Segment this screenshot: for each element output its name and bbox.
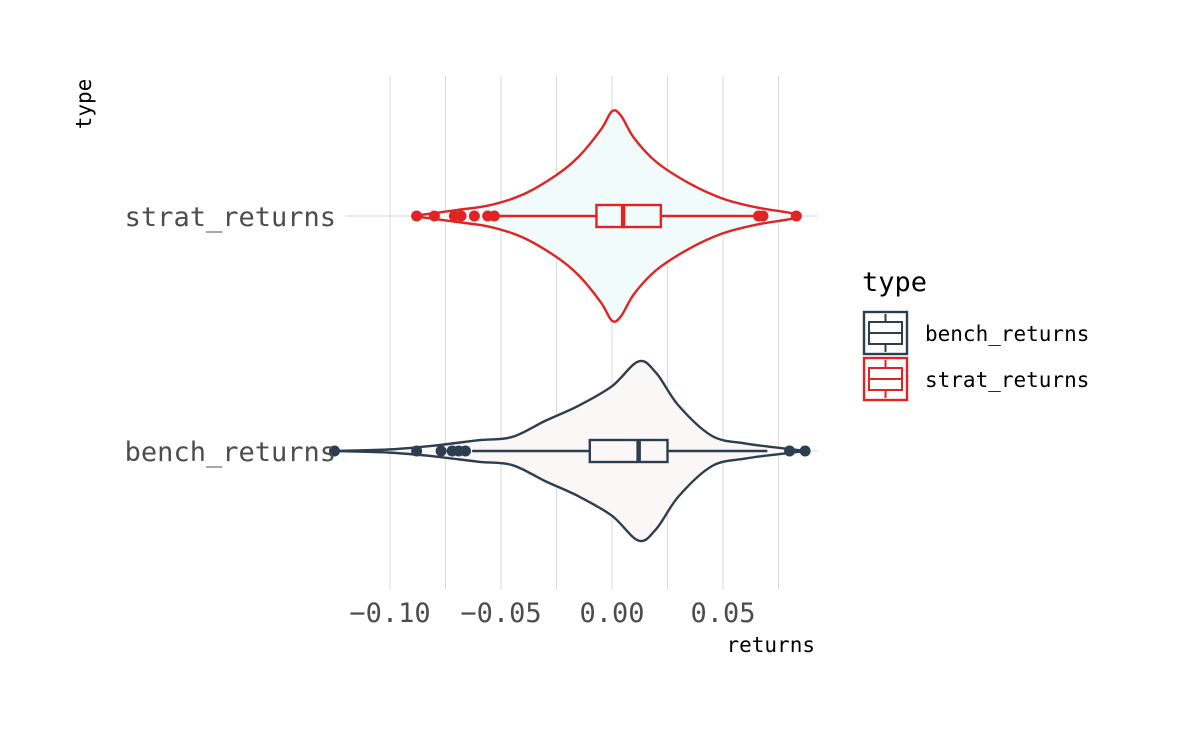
x-tick-label: −0.05 xyxy=(460,598,541,629)
legend-key-frame xyxy=(862,310,909,356)
legend-key-frame xyxy=(862,356,909,402)
y-category-label: bench_returns xyxy=(125,437,336,468)
plot-layer xyxy=(329,109,811,543)
outlier-point xyxy=(799,445,811,457)
outlier-point xyxy=(468,210,480,222)
outlier-point xyxy=(435,445,447,457)
y-axis-title: type xyxy=(72,79,96,130)
x-tick-label: 0.00 xyxy=(579,598,644,629)
box-iqr xyxy=(595,203,663,229)
outlier-point xyxy=(459,445,471,457)
x-axis-title: returns xyxy=(726,633,815,657)
violin-group-strat_returns xyxy=(411,109,802,323)
legend: type bench_returns strat_returns xyxy=(862,267,1089,402)
outlier-point xyxy=(790,210,802,222)
outlier-point xyxy=(784,445,796,457)
outlier-point xyxy=(757,210,769,222)
violin-group-bench_returns xyxy=(329,359,811,543)
legend-title: type xyxy=(862,267,927,298)
outlier-point xyxy=(329,445,340,457)
outlier-point xyxy=(411,210,423,222)
outlier-point xyxy=(488,210,500,222)
legend-item-strat_returns: strat_returns xyxy=(862,356,1089,402)
legend-label: strat_returns xyxy=(925,368,1089,392)
outlier-point xyxy=(411,445,423,457)
axis-layer: −0.10 −0.05 0.00 0.05 strat_returns bench_ret… xyxy=(125,202,756,629)
outlier-point xyxy=(428,210,440,222)
outlier-point xyxy=(455,210,467,222)
y-category-label: strat_returns xyxy=(125,202,336,233)
x-tick-label: −0.10 xyxy=(349,598,430,629)
box-iqr xyxy=(588,438,669,464)
x-tick-label: 0.05 xyxy=(690,598,755,629)
legend-item-bench_returns: bench_returns xyxy=(862,310,1089,356)
legend-label: bench_returns xyxy=(925,322,1089,346)
